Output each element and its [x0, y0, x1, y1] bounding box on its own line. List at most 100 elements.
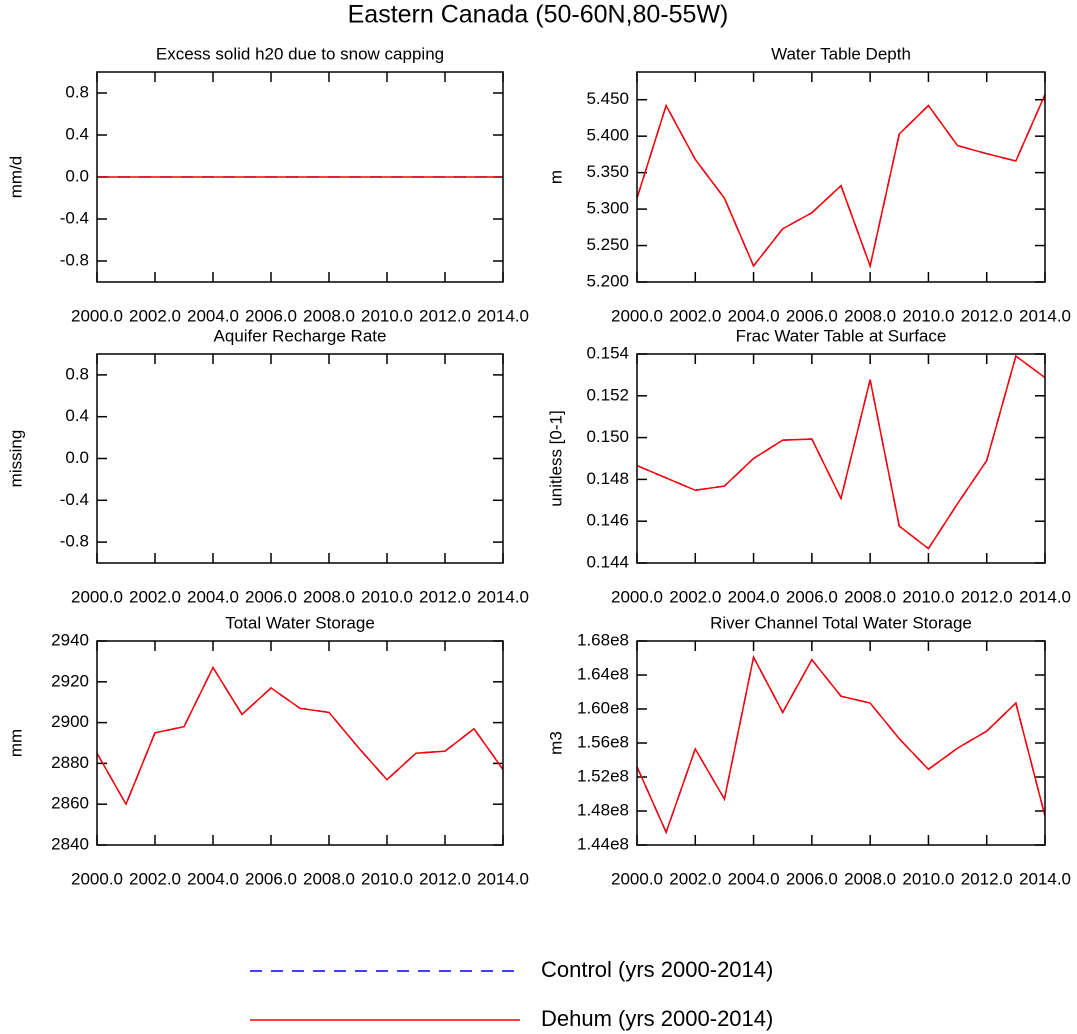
y-tick-label: 0.150	[586, 427, 629, 446]
x-tick-label: 2000.0	[71, 306, 123, 325]
series-line	[96, 665, 504, 806]
panel-title: River Channel Total Water Storage	[710, 613, 972, 632]
x-tick-label: 2004.0	[728, 587, 780, 606]
y-tick-label: 0.154	[586, 343, 629, 362]
panel-title: Total Water Storage	[225, 613, 375, 632]
x-tick-label: 2014.0	[1019, 587, 1071, 606]
x-tick-label: 2000.0	[71, 587, 123, 606]
x-tick-label: 2000.0	[611, 869, 663, 888]
y-tick-label: -0.8	[60, 250, 89, 269]
y-tick-label: -0.4	[60, 490, 89, 509]
series-line	[636, 94, 1046, 269]
plot-frame	[636, 353, 1046, 564]
x-tick-label: 2012.0	[961, 869, 1013, 888]
x-tick-label: 2014.0	[477, 587, 529, 606]
x-tick-label: 2012.0	[419, 587, 471, 606]
x-tick-label: 2006.0	[245, 587, 297, 606]
y-tick-label: 2920	[51, 671, 89, 690]
y-tick-label: 0.144	[586, 552, 629, 571]
x-tick-label: 2010.0	[902, 306, 954, 325]
x-tick-label: 2012.0	[419, 306, 471, 325]
x-tick-label: 2002.0	[129, 869, 181, 888]
y-axis-label: unitless [0-1]	[546, 410, 565, 506]
y-tick-label: 5.350	[586, 162, 629, 181]
y-tick-label: 0.0	[65, 448, 89, 467]
y-tick-label: 5.250	[586, 235, 629, 254]
panel-title: Frac Water Table at Surface	[736, 326, 947, 345]
plot-frame	[96, 640, 504, 846]
plot-frame	[636, 640, 1046, 846]
y-tick-label: 0.152	[586, 385, 629, 404]
y-axis-label: mm/d	[6, 156, 25, 199]
x-tick-label: 2006.0	[245, 306, 297, 325]
y-tick-label: 1.44e8	[577, 834, 629, 853]
y-tick-label: 0.146	[586, 511, 629, 530]
y-tick-label: 0.4	[65, 124, 89, 143]
x-tick-label: 2012.0	[961, 306, 1013, 325]
x-tick-label: 2010.0	[902, 587, 954, 606]
x-tick-label: 2006.0	[786, 587, 838, 606]
y-tick-label: 1.48e8	[577, 800, 629, 819]
panel-title: Water Table Depth	[771, 44, 911, 63]
y-tick-label: 0.8	[65, 82, 89, 101]
y-tick-label: 1.52e8	[577, 766, 629, 785]
x-tick-label: 2000.0	[611, 306, 663, 325]
y-tick-label: 1.60e8	[577, 698, 629, 717]
x-tick-label: 2008.0	[844, 869, 896, 888]
panel-title: Excess solid h20 due to snow capping	[156, 44, 444, 63]
x-tick-label: 2008.0	[844, 587, 896, 606]
x-tick-label: 2008.0	[303, 869, 355, 888]
series-line	[636, 654, 1046, 835]
y-tick-label: 5.200	[586, 271, 629, 290]
x-tick-label: 2010.0	[361, 587, 413, 606]
x-tick-label: 2008.0	[303, 306, 355, 325]
panel-title: Aquifer Recharge Rate	[214, 326, 387, 345]
y-axis-label: m3	[546, 731, 565, 755]
y-tick-label: 0.148	[586, 469, 629, 488]
x-tick-label: 2002.0	[669, 869, 721, 888]
x-tick-label: 2002.0	[669, 587, 721, 606]
y-tick-label: 2860	[51, 794, 89, 813]
series-line	[96, 665, 504, 806]
series-line	[636, 354, 1046, 550]
x-tick-label: 2000.0	[71, 869, 123, 888]
series-line	[636, 94, 1046, 269]
x-tick-label: 2004.0	[728, 869, 780, 888]
y-tick-label: 2900	[51, 712, 89, 731]
y-tick-label: -0.4	[60, 208, 89, 227]
x-tick-label: 2010.0	[361, 306, 413, 325]
main-title: Eastern Canada (50-60N,80-55W)	[348, 1, 729, 29]
x-tick-label: 2002.0	[669, 306, 721, 325]
x-tick-label: 2004.0	[187, 869, 239, 888]
y-axis-label: missing	[6, 430, 25, 488]
series-line	[636, 654, 1046, 835]
plot-frame	[96, 71, 504, 283]
x-tick-label: 2012.0	[419, 869, 471, 888]
x-tick-label: 2002.0	[129, 306, 181, 325]
plot-frame	[636, 71, 1046, 283]
x-tick-label: 2014.0	[1019, 869, 1071, 888]
y-tick-label: 1.64e8	[577, 664, 629, 683]
x-tick-label: 2012.0	[961, 587, 1013, 606]
legend-label: Control (yrs 2000-2014)	[541, 957, 773, 982]
x-tick-label: 2008.0	[844, 306, 896, 325]
x-tick-label: 2010.0	[361, 869, 413, 888]
y-tick-label: 5.300	[586, 199, 629, 218]
y-axis-label: mm	[6, 729, 25, 757]
x-tick-label: 2014.0	[1019, 306, 1071, 325]
y-tick-label: 1.68e8	[577, 630, 629, 649]
x-tick-label: 2004.0	[728, 306, 780, 325]
x-tick-label: 2014.0	[477, 869, 529, 888]
y-tick-label: 2840	[51, 834, 89, 853]
y-tick-label: 2880	[51, 753, 89, 772]
y-tick-label: 5.450	[586, 89, 629, 108]
series-line	[636, 354, 1046, 550]
y-tick-label: 0.0	[65, 166, 89, 185]
y-tick-label: 2940	[51, 630, 89, 649]
y-tick-label: 0.4	[65, 406, 89, 425]
x-tick-label: 2006.0	[786, 306, 838, 325]
y-tick-label: -0.8	[60, 532, 89, 551]
y-axis-label: m	[546, 170, 565, 184]
